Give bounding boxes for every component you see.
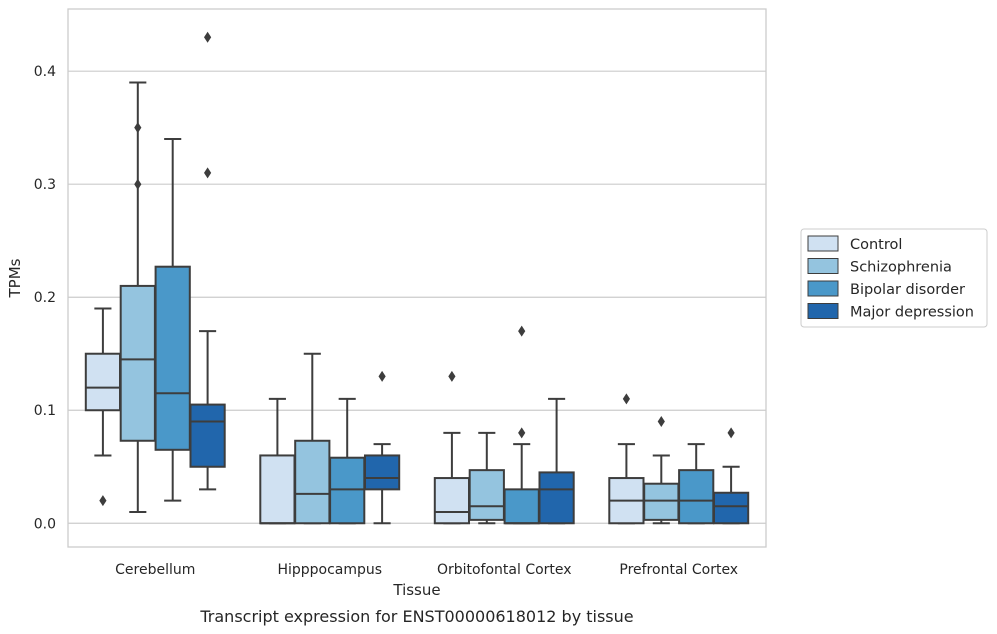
outlier-point (657, 416, 665, 428)
box-schizophrenia (468, 431, 505, 525)
box-iqr (329, 456, 366, 525)
outlier-point (727, 427, 735, 439)
box-iqr (259, 454, 296, 525)
box-group (259, 352, 401, 525)
outlier-point (518, 427, 526, 439)
box-schizophrenia (643, 416, 680, 525)
outlier-point (99, 495, 107, 507)
x-tick-label: Prefrontal Cortex (619, 562, 738, 578)
box-iqr (363, 454, 401, 491)
box-group (433, 325, 575, 525)
plot-frame (67, 8, 767, 548)
box-bipolar-disorder (329, 397, 366, 525)
outlier-point (378, 370, 386, 382)
legend-frame (800, 228, 988, 328)
outlier-point (134, 178, 142, 190)
y-tick-label: 0.1 (34, 403, 56, 419)
x-tick-label: Cerebellum (115, 562, 195, 578)
y-axis: 0.0 0.1 0.2 0.3 0.4 (34, 64, 56, 532)
x-axis: Cerebellum Hipppocampus Orbitofontal Corte… (115, 562, 738, 578)
outlier-point (134, 122, 142, 134)
y-axis-label: TPMs (6, 258, 24, 298)
outlier-point (204, 31, 212, 43)
box-iqr (712, 491, 750, 525)
box-control (433, 370, 471, 525)
box-iqr (643, 482, 680, 521)
box-iqr (503, 488, 540, 525)
box-major-depression (538, 397, 575, 525)
x-axis-label: Tissue (392, 581, 440, 599)
box-iqr (119, 284, 156, 442)
legend: Control Schizophrenia Bipolar disorder Majo… (800, 228, 988, 328)
box-group (608, 393, 750, 525)
chart-caption: Transcript expression for ENST0000061801… (199, 607, 633, 626)
box-bipolar-disorder (503, 325, 540, 525)
y-tick-label: 0.2 (34, 290, 56, 306)
box-iqr (189, 403, 226, 468)
box-iqr (468, 469, 505, 521)
box-group (84, 31, 226, 513)
box-schizophrenia (294, 352, 331, 525)
x-tick-label: Orbitofontal Cortex (437, 562, 572, 578)
y-tick-label: 0.0 (34, 516, 56, 532)
box-control (608, 393, 645, 525)
box-iqr (678, 469, 715, 525)
box-bipolar-disorder (678, 443, 715, 525)
legend-swatch (807, 280, 839, 297)
box-control (84, 307, 122, 507)
box-bipolar-disorder (154, 137, 191, 502)
box-major-depression (189, 31, 226, 491)
legend-label: Control (850, 237, 902, 253)
legend-label: Major depression (850, 305, 974, 321)
x-tick-label: Hipppocampus (277, 562, 382, 578)
box-iqr (294, 439, 331, 525)
box-iqr (538, 471, 575, 525)
legend-label: Bipolar disorder (850, 282, 965, 298)
box-schizophrenia (119, 81, 156, 513)
y-tick-label: 0.3 (34, 177, 56, 193)
y-tick-label: 0.4 (34, 64, 56, 80)
box-control (259, 397, 296, 525)
box-iqr (433, 477, 471, 525)
box-iqr (84, 352, 122, 412)
outlier-point (622, 393, 630, 405)
legend-swatch (807, 258, 839, 274)
box-major-depression (712, 427, 750, 525)
box-groups (84, 31, 750, 525)
outlier-point (204, 167, 212, 179)
legend-label: Schizophrenia (850, 260, 952, 276)
outlier-point (518, 325, 526, 337)
legend-swatch (807, 235, 839, 252)
box-major-depression (363, 370, 401, 525)
box-iqr (154, 265, 191, 451)
outlier-point (448, 370, 456, 382)
legend-swatch (807, 303, 839, 319)
